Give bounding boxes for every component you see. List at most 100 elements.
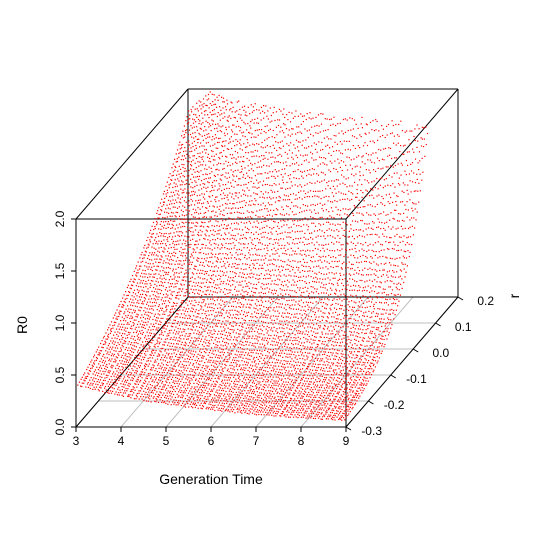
data-point [202, 370, 204, 373]
data-point [163, 227, 165, 229]
data-point [272, 129, 274, 132]
data-point [235, 339, 237, 341]
data-point [214, 239, 216, 241]
data-point [169, 173, 171, 175]
data-point [266, 296, 268, 298]
data-point [225, 160, 227, 162]
data-point [201, 306, 203, 308]
data-point [148, 298, 150, 300]
data-point [211, 150, 213, 152]
data-point [187, 384, 189, 386]
data-point [287, 268, 289, 270]
data-point [233, 404, 235, 406]
data-point [293, 275, 295, 277]
data-point [199, 317, 201, 319]
data-point [100, 350, 103, 352]
data-point [99, 365, 102, 367]
data-point [200, 392, 203, 394]
data-point [163, 401, 165, 404]
data-point [212, 397, 214, 399]
data-point [127, 343, 129, 345]
data-point [231, 329, 233, 331]
data-point [172, 242, 174, 244]
data-point [225, 126, 227, 128]
data-point [212, 380, 215, 383]
data-point [282, 199, 284, 201]
data-point [287, 303, 289, 306]
data-point [231, 407, 233, 409]
data-point [213, 333, 215, 335]
data-point [203, 373, 205, 375]
data-point [117, 363, 119, 365]
data-point [185, 382, 187, 384]
data-point [297, 261, 299, 263]
data-point [176, 359, 178, 361]
data-point [194, 216, 196, 218]
data-point [179, 328, 181, 330]
data-point [131, 379, 134, 382]
data-point [177, 401, 179, 404]
data-point [221, 348, 223, 350]
data-point [128, 352, 130, 355]
data-point [244, 136, 246, 138]
data-point [232, 218, 234, 220]
data-point [187, 246, 189, 248]
data-point [252, 370, 254, 372]
data-point [298, 289, 301, 291]
data-point [216, 374, 218, 377]
data-point [112, 365, 114, 367]
data-point [190, 350, 192, 352]
data-point [124, 301, 126, 303]
data-point [215, 369, 217, 371]
data-point [135, 398, 137, 400]
data-point [148, 395, 150, 397]
data-point [170, 337, 172, 339]
data-point [200, 252, 202, 254]
data-point [170, 276, 172, 278]
data-point [224, 334, 226, 336]
data-point [243, 295, 245, 297]
data-point [236, 384, 238, 386]
data-point [204, 330, 206, 332]
data-point [314, 148, 317, 150]
data-point [315, 143, 317, 145]
data-point [236, 290, 238, 292]
data-point [248, 320, 250, 322]
data-point [132, 374, 135, 376]
data-point [144, 250, 146, 252]
data-point [227, 320, 229, 322]
data-point [136, 381, 138, 383]
data-point [171, 356, 173, 358]
data-point [172, 236, 174, 238]
data-point [234, 300, 236, 303]
data-point [272, 293, 274, 295]
data-point [280, 187, 282, 189]
data-point [183, 295, 185, 297]
data-point [205, 229, 207, 231]
data-point [201, 135, 203, 137]
data-point [284, 173, 286, 175]
data-point [199, 360, 201, 362]
data-point [156, 285, 158, 287]
data-point [280, 247, 282, 250]
data-point [179, 373, 181, 375]
data-point [173, 352, 175, 354]
data-point [106, 383, 108, 385]
data-point [131, 328, 133, 330]
data-point [212, 262, 214, 264]
data-point [210, 404, 212, 406]
data-point [241, 329, 243, 331]
data-point [190, 280, 192, 282]
data-point [193, 332, 195, 334]
data-point [232, 154, 234, 156]
data-point [202, 357, 204, 359]
data-point [205, 358, 207, 360]
data-point [163, 371, 165, 374]
data-point [281, 303, 283, 305]
data-point [270, 156, 272, 158]
data-point [210, 385, 212, 387]
data-point [244, 254, 246, 256]
data-point [108, 363, 110, 365]
data-point [136, 306, 138, 308]
data-point [274, 344, 276, 346]
